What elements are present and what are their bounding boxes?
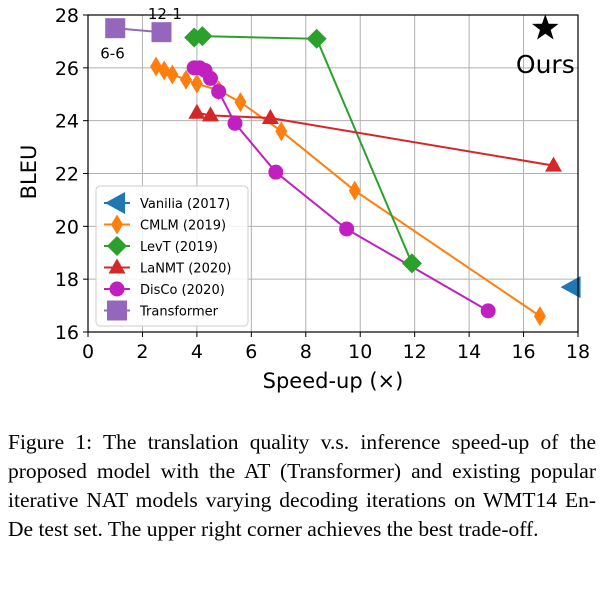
y-tick-label: 16 bbox=[55, 322, 79, 344]
legend-box bbox=[95, 185, 249, 327]
marker-disco-2020 bbox=[227, 115, 243, 131]
marker-levt-2019 bbox=[306, 28, 327, 49]
legend-label-transformer: Transformer bbox=[139, 305, 219, 320]
legend-marker-lanmt-2020 bbox=[108, 258, 126, 274]
legend-marker-disco-2020 bbox=[109, 281, 125, 297]
marker-cmlm-2019 bbox=[190, 73, 203, 94]
x-tick-label: 2 bbox=[136, 341, 148, 363]
legend-label-disco-2020: DisCo (2020) bbox=[140, 283, 225, 298]
legend-marker-levt-2019 bbox=[107, 236, 127, 256]
marker-cmlm-2019 bbox=[166, 64, 179, 85]
marker-cmlm-2019 bbox=[533, 306, 546, 327]
x-axis-ticks: 0 2 4 6 8 10 12 14 16 18 bbox=[82, 332, 590, 363]
y-tick-label: 26 bbox=[55, 58, 79, 80]
marker-disco-2020 bbox=[211, 84, 227, 100]
x-tick-label: 8 bbox=[300, 341, 312, 363]
legend-marker-cmlm-2019 bbox=[111, 214, 123, 235]
legend-label-lanmt-2020: LaNMT (2020) bbox=[140, 262, 231, 277]
annotation-label: 12-1 bbox=[148, 5, 182, 23]
x-axis-label: Speed-up (×) bbox=[263, 369, 404, 393]
marker-vanilia-2017 bbox=[560, 276, 581, 299]
series-line-lanmt-2020 bbox=[196, 111, 554, 167]
marker-disco-2020 bbox=[480, 303, 496, 319]
series-markers bbox=[105, 18, 581, 327]
y-tick-label: 20 bbox=[55, 216, 79, 238]
ours-marker-group: Ours bbox=[516, 14, 575, 79]
marker-lanmt-2020 bbox=[188, 103, 206, 119]
y-axis-ticks: 16 18 20 22 24 26 28 bbox=[55, 5, 88, 344]
figure-caption: Figure 1: The translation quality v.s. i… bbox=[8, 430, 596, 541]
marker-cmlm-2019 bbox=[234, 92, 247, 113]
marker-levt-2019 bbox=[192, 26, 213, 47]
marker-disco-2020 bbox=[203, 70, 218, 86]
marker-lanmt-2020 bbox=[202, 106, 219, 122]
marker-disco-2020 bbox=[268, 164, 284, 180]
annotation-label: 6-6 bbox=[100, 45, 125, 63]
legend-marker-transformer bbox=[107, 300, 127, 321]
x-tick-label: 10 bbox=[348, 341, 372, 363]
marker-cmlm-2019 bbox=[275, 121, 288, 142]
y-tick-label: 22 bbox=[55, 164, 79, 186]
x-tick-label: 12 bbox=[403, 341, 427, 363]
legend: Vanilia (2017) CMLM (2019) LevT (2019) LaNM… bbox=[95, 185, 249, 327]
x-tick-label: 14 bbox=[457, 341, 481, 363]
marker-cmlm-2019 bbox=[180, 69, 192, 90]
x-tick-label: 6 bbox=[245, 341, 257, 363]
ours-label: Ours bbox=[516, 50, 575, 79]
marker-lanmt-2020 bbox=[545, 156, 562, 172]
legend-label-vanilia-2017: Vanilia (2017) bbox=[140, 197, 230, 212]
marker-lanmt-2020 bbox=[261, 109, 279, 125]
marker-transformer bbox=[151, 22, 172, 43]
annotations: 12-1 6-6 bbox=[100, 5, 182, 63]
x-tick-label: 16 bbox=[511, 341, 535, 363]
y-axis-label: BLEU bbox=[17, 145, 41, 200]
y-tick-label: 24 bbox=[55, 111, 79, 133]
x-tick-label: 18 bbox=[566, 341, 590, 363]
marker-disco-2020 bbox=[339, 221, 355, 237]
y-tick-label: 18 bbox=[55, 269, 79, 291]
y-tick-label: 28 bbox=[55, 5, 79, 27]
marker-transformer bbox=[105, 18, 126, 39]
legend-marker-vanilia-2017 bbox=[105, 192, 125, 214]
legend-label-cmlm-2019: CMLM (2019) bbox=[140, 219, 226, 234]
legend-label-levt-2019: LevT (2019) bbox=[140, 240, 218, 255]
ours-star-marker bbox=[532, 14, 559, 40]
x-tick-label: 4 bbox=[191, 341, 203, 363]
x-tick-label: 0 bbox=[82, 341, 94, 363]
marker-levt-2019 bbox=[401, 253, 422, 274]
marker-cmlm-2019 bbox=[348, 180, 361, 201]
